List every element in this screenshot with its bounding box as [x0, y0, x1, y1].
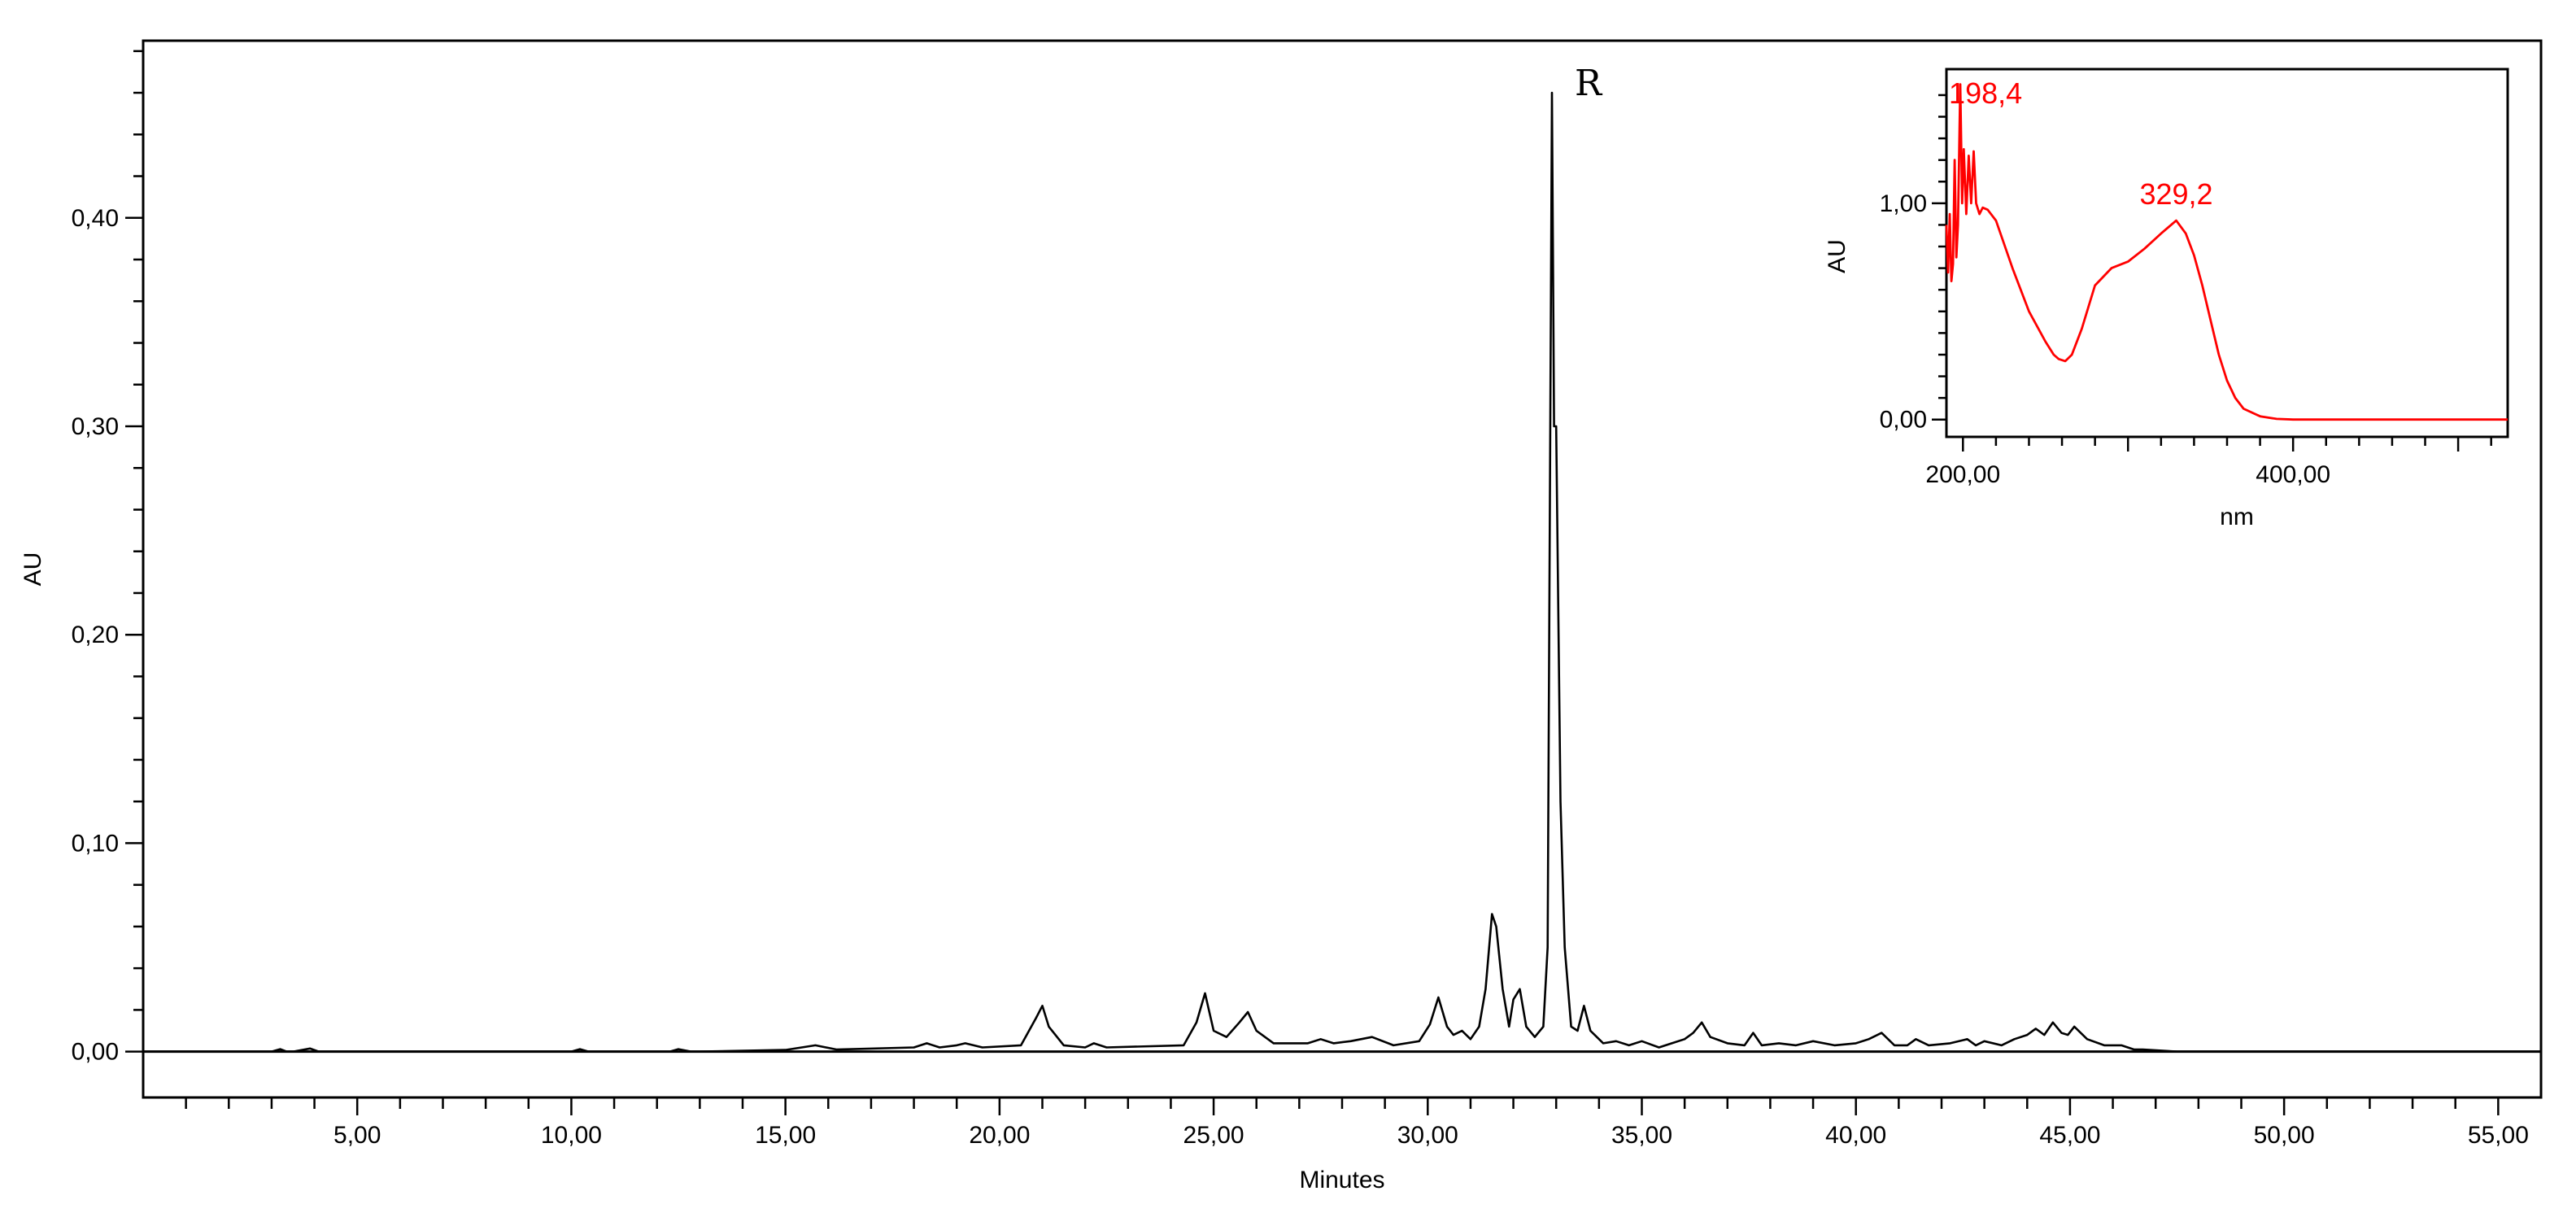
- inset-uv-spectrum: 200,00 400,00 0,00 1,00 nm AU 198,4 329,2: [1824, 68, 2509, 530]
- x-tick-label: 10,00: [541, 1122, 602, 1149]
- y-tick-label: 0,00: [72, 1039, 119, 1066]
- inset-y-axis-label: AU: [1824, 239, 1850, 273]
- x-tick-label: 55,00: [2468, 1122, 2529, 1149]
- y-tick-label: 0,10: [72, 830, 119, 857]
- peak-label-r: R: [1575, 63, 1603, 104]
- x-tick-label: 25,00: [1183, 1122, 1244, 1149]
- x-tick-label: 45,00: [2039, 1122, 2100, 1149]
- inset-x-tick-label: 200,00: [1925, 461, 2000, 488]
- inset-x-axis-label: nm: [2220, 504, 2254, 530]
- x-tick-label: 30,00: [1397, 1122, 1458, 1149]
- y-tick-label: 0,20: [72, 622, 119, 648]
- inset-ticks: 200,00 400,00 0,00 1,00: [1880, 94, 2492, 488]
- y-tick-label: 0,40: [72, 205, 119, 232]
- uv-spectrum-trace: [1945, 83, 2508, 421]
- inset-y-tick-label: 0,00: [1880, 407, 1927, 434]
- x-tick-label: 15,00: [755, 1122, 816, 1149]
- x-tick-label: 20,00: [969, 1122, 1030, 1149]
- inset-annotation-max-2: 329,2: [2139, 177, 2212, 211]
- inset-x-tick-label: 400,00: [2256, 461, 2330, 488]
- x-tick-label: 5,00: [333, 1122, 381, 1149]
- x-tick-label: 35,00: [1611, 1122, 1672, 1149]
- main-chromatogram: 5,00 10,00 15,00 20,00 25,00 30,00 35,00 40,00 4…: [20, 39, 2543, 1193]
- chromatogram-trace: [143, 91, 2541, 1053]
- inset-y-tick-label: 1,00: [1880, 190, 1927, 217]
- y-tick-label: 0,30: [72, 413, 119, 440]
- x-tick-label: 40,00: [1825, 1122, 1886, 1149]
- inset-background: [1946, 69, 2508, 437]
- y-axis-label: AU: [20, 552, 46, 587]
- x-axis-label: Minutes: [1299, 1167, 1384, 1193]
- main-ticks: 5,00 10,00 15,00 20,00 25,00 30,00 35,00 40,00 4…: [72, 50, 2529, 1149]
- x-tick-label: 50,00: [2254, 1122, 2315, 1149]
- inset-annotation-max-1: 198,4: [1949, 76, 2022, 110]
